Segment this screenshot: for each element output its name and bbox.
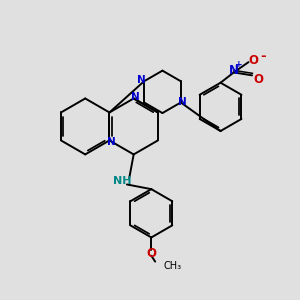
Text: -: - — [260, 50, 266, 63]
Text: NH: NH — [112, 176, 131, 186]
Text: CH₃: CH₃ — [164, 261, 182, 271]
Text: N: N — [229, 64, 239, 77]
Text: N: N — [131, 92, 140, 102]
Text: N: N — [137, 75, 146, 85]
Text: N: N — [106, 137, 115, 147]
Text: O: O — [253, 73, 263, 86]
Text: N: N — [178, 98, 187, 107]
Text: O: O — [249, 54, 259, 67]
Text: +: + — [235, 60, 243, 69]
Text: O: O — [146, 247, 156, 260]
